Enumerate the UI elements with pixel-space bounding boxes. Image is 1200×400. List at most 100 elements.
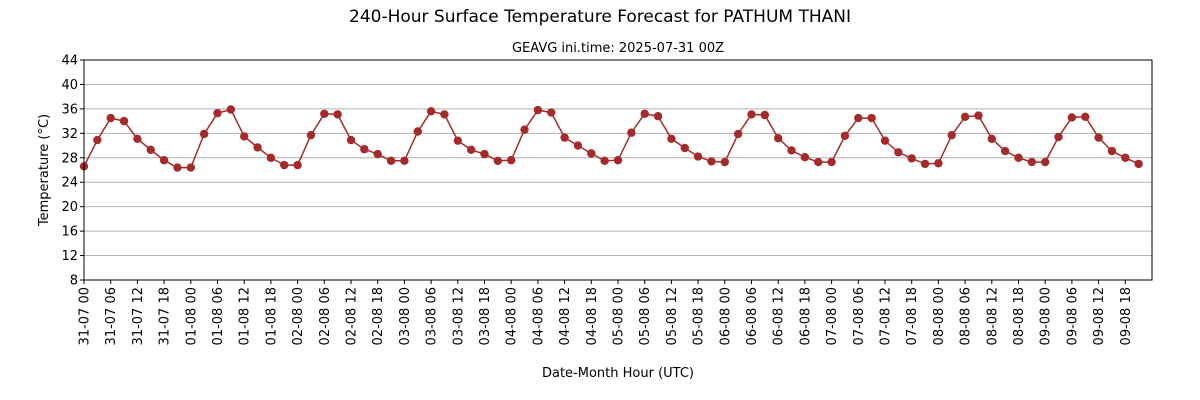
x-tick-label: 31-07 06 <box>104 287 119 345</box>
x-tick-label: 03-08 18 <box>478 287 493 345</box>
x-tick-label: 07-08 18 <box>905 287 920 345</box>
temperature-point <box>413 127 422 136</box>
grid-lines <box>84 59 1152 281</box>
x-tick-label: 01-08 18 <box>264 287 279 345</box>
temperature-point <box>373 149 382 159</box>
temperature-point <box>960 112 970 122</box>
temperature-point <box>760 110 770 120</box>
temperature-point <box>360 145 369 154</box>
temperature-point <box>707 157 716 166</box>
temperature-point <box>920 159 930 169</box>
x-tick-label: 09-08 12 <box>1092 287 1107 345</box>
temperature-point <box>453 136 462 145</box>
temperature-point <box>894 148 903 157</box>
x-tick-label: 08-08 18 <box>1012 287 1027 345</box>
temperature-point <box>440 110 449 119</box>
temperature-point <box>987 134 996 144</box>
temperature-point <box>800 152 810 162</box>
temperature-point <box>520 125 529 134</box>
temperature-point <box>146 145 155 155</box>
temperature-point <box>1027 157 1037 167</box>
plot-frame <box>83 59 1153 281</box>
temperature-point <box>306 130 316 140</box>
x-tick-label: 01-08 06 <box>211 287 226 345</box>
temperature-point <box>480 149 489 159</box>
x-axis-label: Date-Month Hour (UTC) <box>542 366 694 381</box>
y-tick-label: 28 <box>61 151 78 166</box>
y-tick-label: 16 <box>61 225 78 240</box>
temperature-point <box>720 157 729 167</box>
temperature-point <box>186 163 195 172</box>
temperature-point <box>600 156 609 166</box>
temperature-point <box>934 159 943 168</box>
temperature-point <box>747 110 756 119</box>
x-tick-label: 05-08 06 <box>638 287 653 345</box>
temperature-point <box>613 156 623 165</box>
x-tick-label: 04-08 00 <box>505 287 520 345</box>
x-tick-label: 09-08 06 <box>1065 287 1080 345</box>
temperature-point <box>560 133 569 142</box>
temperature-point <box>293 160 302 170</box>
temperature-point <box>1107 146 1117 156</box>
y-tick-label: 40 <box>61 78 78 93</box>
temperature-point <box>640 109 649 118</box>
temperature-point <box>867 113 876 123</box>
x-tick-label: 31-07 00 <box>78 287 93 345</box>
temperature-point <box>653 112 663 121</box>
y-tick-label: 24 <box>61 176 78 191</box>
temperature-point <box>814 157 823 167</box>
x-tick-label: 08-08 12 <box>985 287 1000 345</box>
temperature-point <box>547 108 556 117</box>
x-tick-label: 06-08 00 <box>718 287 733 345</box>
temperature-point <box>1054 132 1063 142</box>
temperature-point <box>533 105 543 115</box>
x-axis: 31-07 00 31-07 06 31-07 12 31-07 18 01-08 00… <box>78 280 1134 345</box>
y-axis: 8 12 16 20 24 28 32 36 40 44 <box>61 54 84 289</box>
temperature-point <box>119 116 129 126</box>
temperature-point <box>1067 113 1077 122</box>
temperature-point <box>280 160 289 170</box>
temperature-point <box>1134 159 1143 169</box>
y-axis-label: Temperature (°C) <box>37 114 52 227</box>
temperature-point <box>573 141 583 150</box>
y-tick-label: 8 <box>70 274 78 289</box>
temperature-point <box>840 131 850 140</box>
x-tick-label: 08-08 06 <box>959 287 974 345</box>
temperature-point <box>880 136 890 145</box>
temperature-point <box>159 156 169 165</box>
temperature-point <box>854 113 863 123</box>
x-tick-label: 04-08 06 <box>531 287 546 345</box>
series-layer <box>79 105 1143 172</box>
x-tick-label: 02-08 06 <box>318 287 333 345</box>
x-tick-label: 31-07 12 <box>131 287 146 345</box>
temperature-point <box>1000 146 1010 156</box>
temperature-point <box>426 107 436 116</box>
x-tick-label: 04-08 18 <box>585 287 600 345</box>
temperature-point <box>1094 133 1103 142</box>
x-tick-label: 07-08 12 <box>879 287 894 345</box>
temperature-point <box>106 113 115 123</box>
x-tick-label: 03-08 12 <box>451 287 466 345</box>
temperature-point <box>213 108 222 118</box>
temperature-point <box>667 134 676 144</box>
temperature-point <box>1014 153 1023 162</box>
temperature-point <box>386 156 396 166</box>
chart-title: 240-Hour Surface Temperature Forecast fo… <box>349 7 851 27</box>
temperature-point <box>173 163 182 172</box>
temperature-point <box>253 143 262 152</box>
x-tick-label: 06-08 18 <box>798 287 813 345</box>
temperature-point <box>266 153 276 162</box>
x-tick-label: 31-07 18 <box>158 287 173 345</box>
temperature-point <box>493 156 503 166</box>
temperature-point <box>827 157 836 167</box>
x-tick-label: 02-08 12 <box>345 287 360 345</box>
y-tick-label: 20 <box>61 200 78 215</box>
x-tick-label: 05-08 18 <box>692 287 707 345</box>
temperature-point <box>1041 157 1050 167</box>
temperature-point <box>466 145 476 155</box>
chart-subtitle: GEAVG ini.time: 2025-07-31 00Z <box>512 41 724 56</box>
temperature-point <box>733 129 743 139</box>
y-tick-label: 36 <box>61 102 78 117</box>
